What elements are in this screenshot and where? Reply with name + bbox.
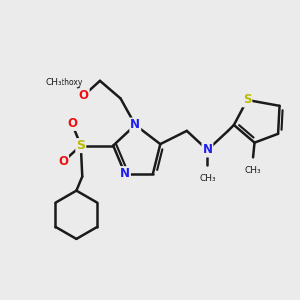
Text: N: N: [130, 118, 140, 131]
Text: O: O: [58, 155, 68, 168]
Text: O: O: [79, 89, 89, 102]
Text: methoxy: methoxy: [50, 78, 83, 87]
Text: CH₃: CH₃: [199, 174, 216, 183]
Text: N: N: [120, 167, 130, 180]
Text: CH₃: CH₃: [245, 166, 261, 175]
Text: S: S: [243, 93, 251, 106]
Text: N: N: [202, 143, 212, 157]
Text: O: O: [67, 117, 77, 130]
Text: S: S: [76, 139, 85, 152]
Text: CH₃: CH₃: [45, 78, 62, 87]
